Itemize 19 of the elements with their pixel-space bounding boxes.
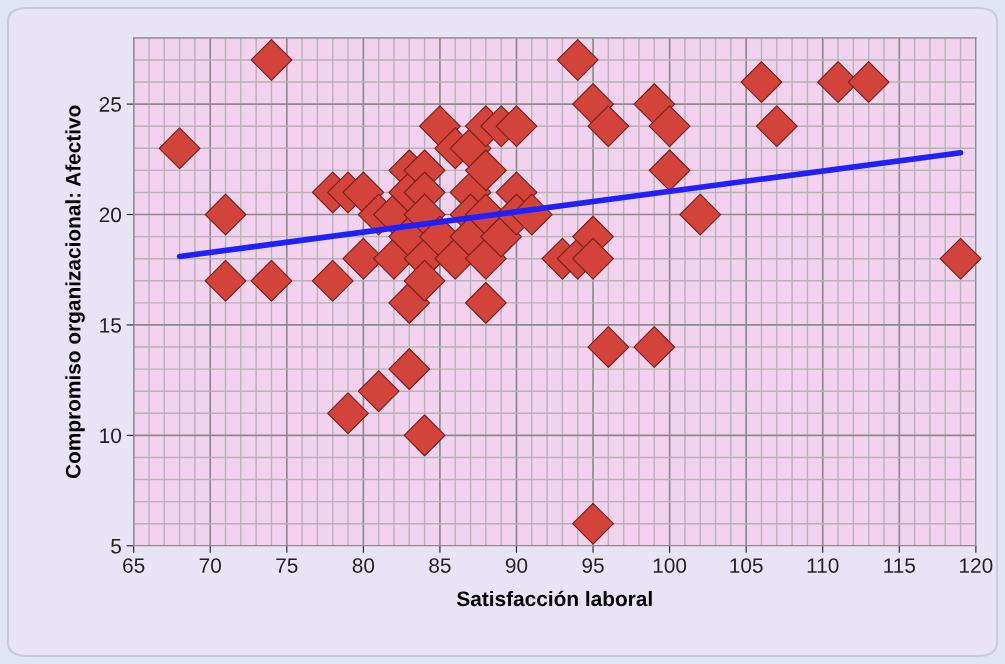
x-tick-label: 105 (730, 558, 763, 573)
x-tick-label: 80 (352, 558, 375, 573)
x-tick-label: 65 (123, 558, 145, 573)
x-tick-label: 75 (276, 558, 298, 573)
x-tick-label: 85 (429, 558, 451, 573)
y-tick-label: 15 (100, 318, 121, 333)
x-axis-title: Satisfacción laboral (456, 590, 652, 607)
x-tick-label: 110 (807, 558, 839, 573)
y-tick-label: 5 (111, 539, 121, 554)
y-tick-label: 25 (99, 97, 121, 112)
y-tick-label: 20 (99, 207, 122, 223)
y-tick-label: 10 (100, 428, 122, 444)
x-tick-label: 120 (960, 558, 993, 573)
x-tick-label: 70 (199, 558, 221, 573)
x-tick-label: 95 (582, 558, 604, 573)
x-tick-label: 115 (884, 558, 916, 573)
y-axis-title: Compromiso organizacional: Afectivo (65, 105, 85, 479)
x-tick-label: 100 (653, 558, 687, 573)
x-tick-label: 90 (505, 558, 528, 573)
